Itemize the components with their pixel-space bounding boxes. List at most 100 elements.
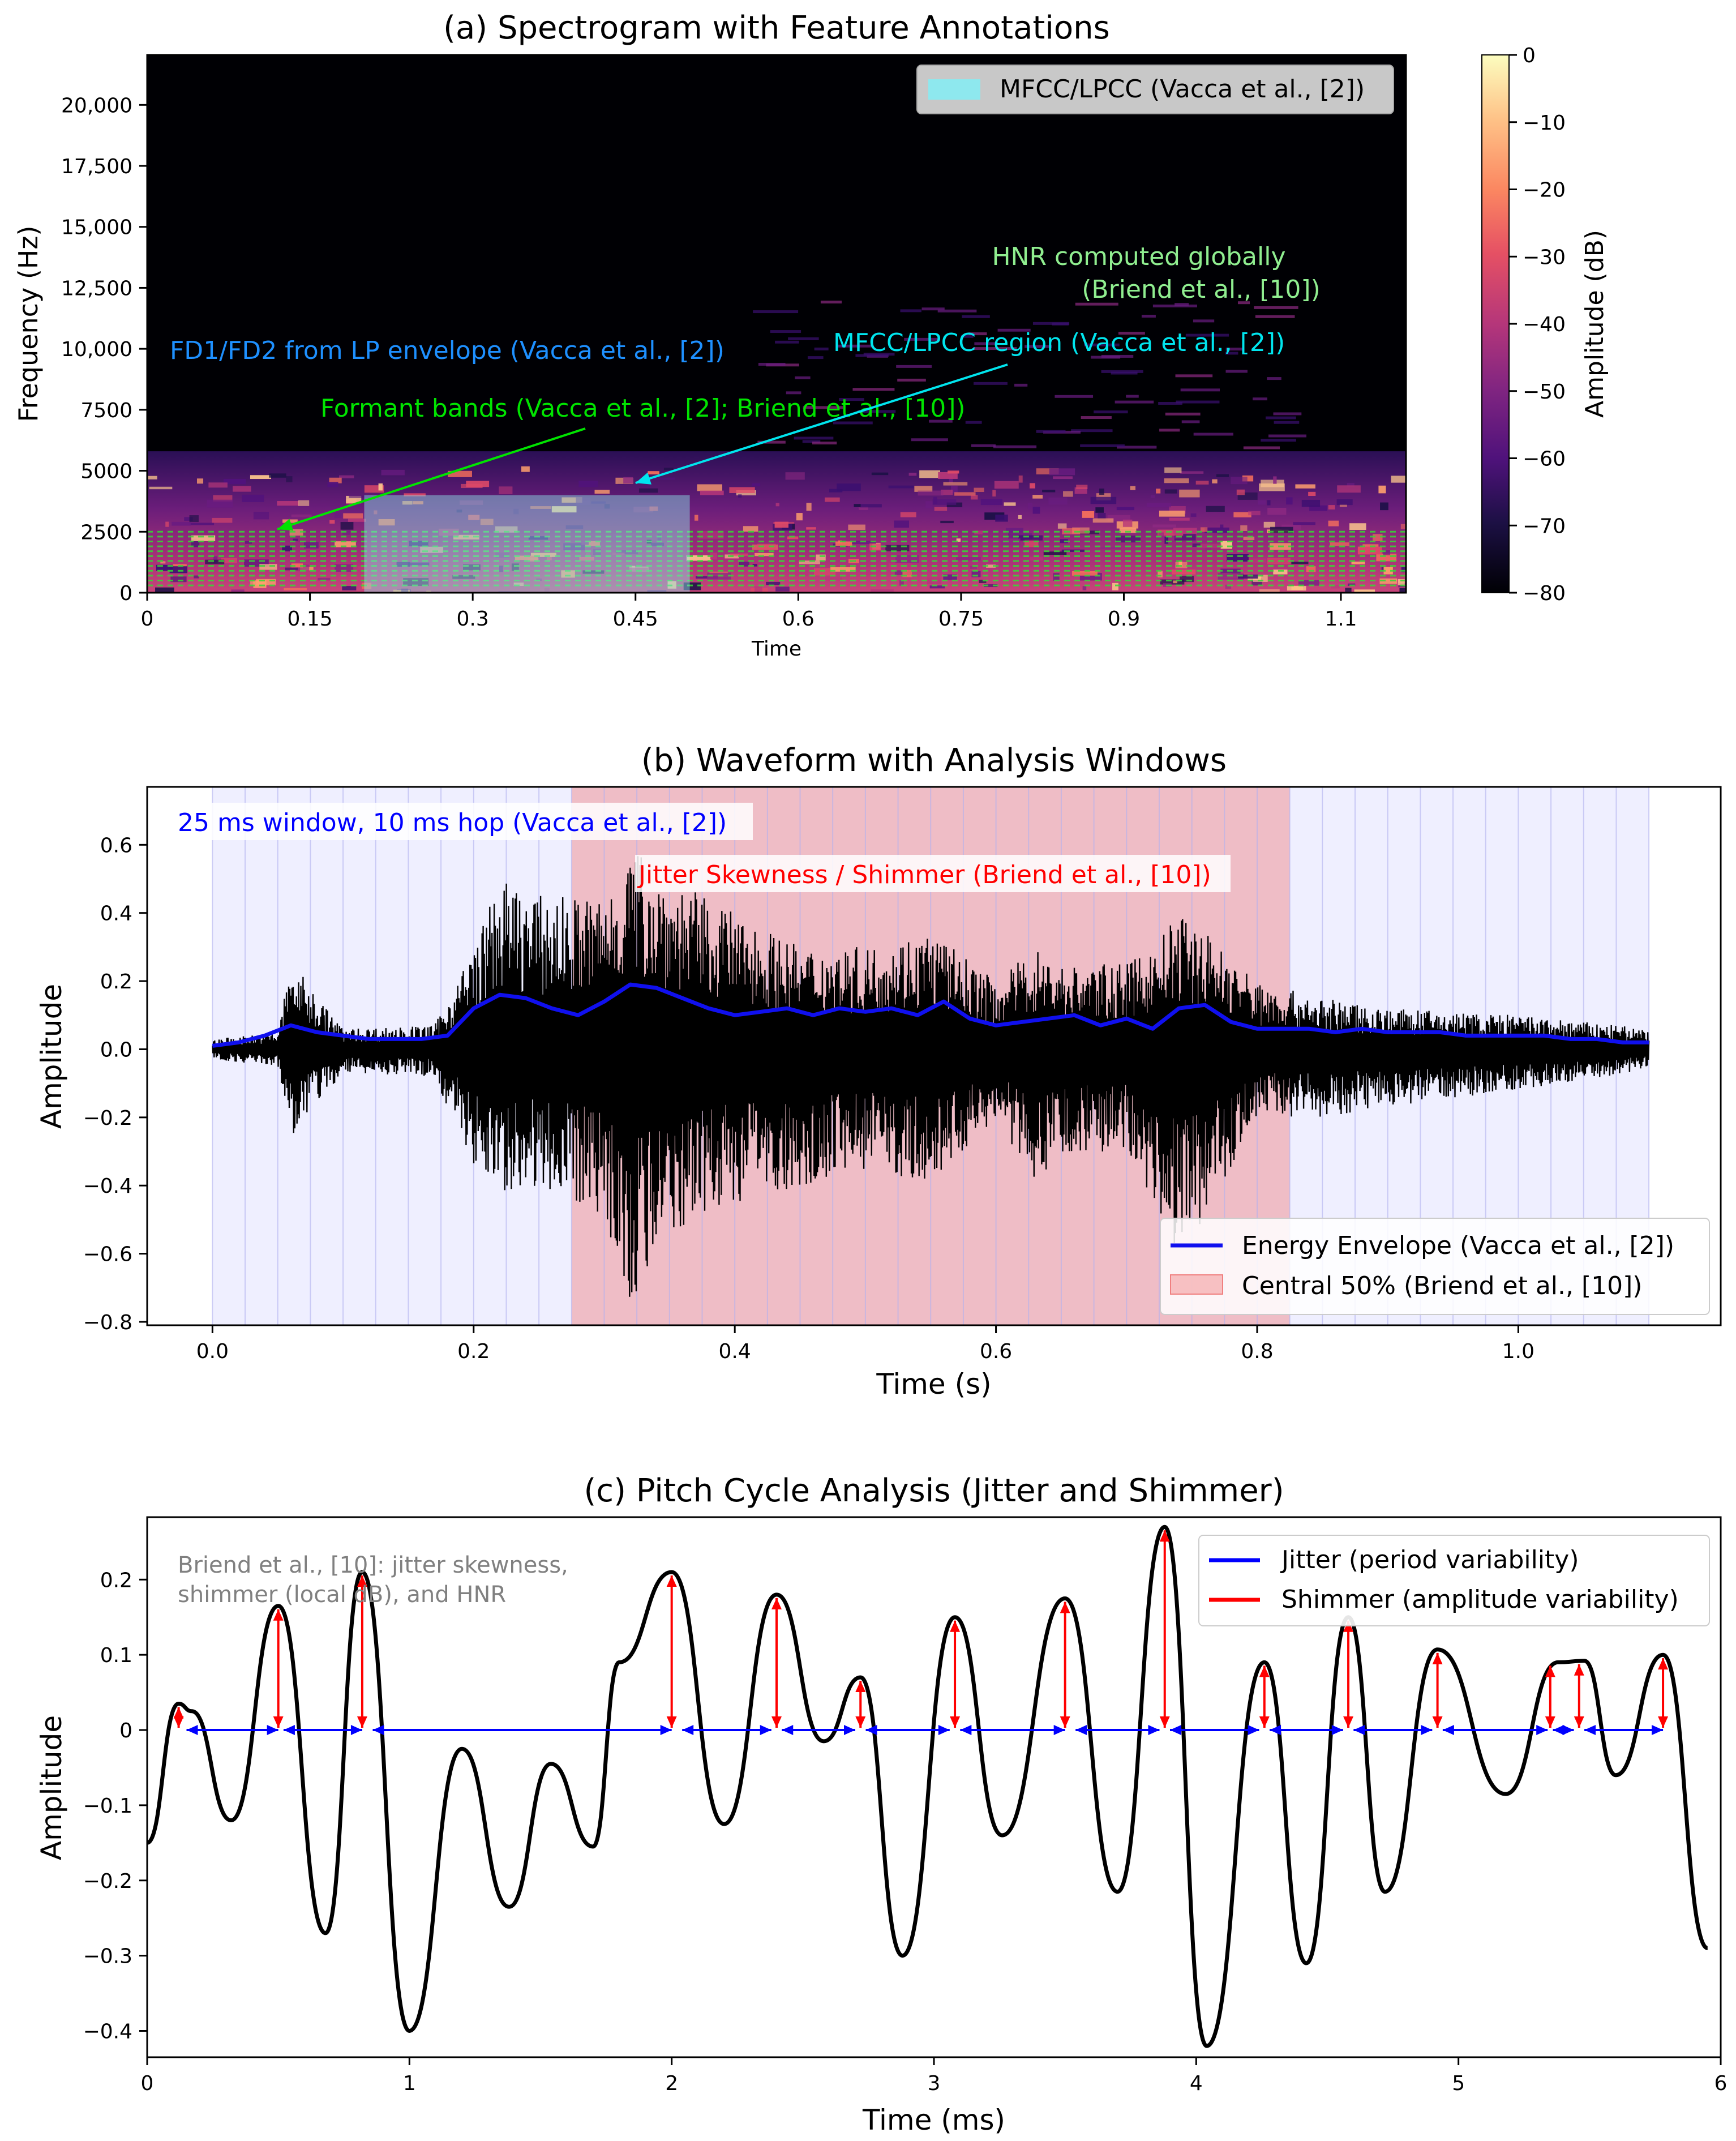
spectrogram-cell [1216, 474, 1229, 477]
jitter-period-arrows [186, 1725, 1664, 1736]
spectrogram-cell [1175, 303, 1189, 306]
spectrogram-cell [914, 486, 933, 492]
pitch-cycle-x-ticks: 0 1 2 3 4 5 6 [141, 2057, 1727, 2095]
x-tick-label: 0.6 [782, 607, 815, 631]
spectrogram-cell [738, 494, 742, 498]
spectrogram-cell [1018, 535, 1043, 541]
y-tick-label: −0.3 [83, 1945, 132, 1968]
waveform-panel: (b) Waveform with Analysis Windows 0.0 0.… [35, 742, 1722, 1401]
spectrogram-cell [929, 419, 953, 423]
x-tick-label: 2 [665, 2072, 678, 2095]
spectrogram-cell [896, 365, 932, 368]
spectrogram-cell [757, 543, 776, 550]
spectrogram-cell [816, 554, 826, 561]
spectrogram-cell [1036, 468, 1059, 475]
spectrogram-cell [1225, 370, 1248, 373]
spectrogram-cell [1062, 528, 1080, 534]
spectrogram-cell [1181, 420, 1200, 423]
spectrogram-cell [1061, 549, 1085, 552]
spectrogram-cell [245, 541, 252, 544]
spectrogram-cell [900, 309, 921, 312]
shimmer-arrow [173, 1707, 184, 1728]
spectrogram-cell [1100, 546, 1121, 550]
annotation-jitter-skewness-bg [635, 855, 1231, 892]
spectrogram-cell [1200, 527, 1208, 532]
spectrogram-cell [700, 490, 724, 495]
x-tick-label: 0.75 [938, 607, 984, 631]
spectrogram-cell [752, 483, 761, 487]
spectrogram-cell [929, 585, 945, 589]
spectrogram-cell [1082, 586, 1087, 590]
spectrogram-cell [852, 388, 895, 391]
shimmer-arrow [1658, 1658, 1669, 1728]
waveform-frame [146, 786, 1722, 1326]
spectrogram-cell [1179, 489, 1200, 498]
shimmer-arrow [666, 1575, 677, 1728]
spectrogram-cell [1101, 370, 1143, 373]
y-tick-label: 10,000 [61, 338, 132, 361]
spectrogram-cell [1301, 499, 1321, 507]
waveform-title: (b) Waveform with Analysis Windows [641, 742, 1227, 779]
spectrogram-cell [962, 315, 990, 318]
spectrogram-cell [1171, 569, 1196, 575]
y-tick-label: 0.6 [100, 834, 132, 857]
spectrogram-cell [710, 553, 717, 560]
spectrogram-cell [814, 347, 829, 350]
spectrogram-cell [1071, 429, 1113, 433]
shimmer-arrow [1432, 1652, 1443, 1728]
spectrogram-cell [285, 567, 298, 571]
spectrogram-cell [839, 398, 864, 401]
spectrogram-cell [1158, 529, 1184, 536]
spectrogram-cell [848, 524, 865, 530]
spectrogram-cell [836, 344, 872, 348]
spectrogram-cell [1118, 332, 1145, 335]
spectrogram-cell [1146, 503, 1171, 508]
spectrogram-cell [1164, 467, 1182, 473]
annotation-formant-bands: Formant bands (Vacca et al., [2]; Briend… [320, 394, 966, 423]
spectrogram-cell [334, 512, 342, 518]
spectrogram-cell [1092, 518, 1114, 523]
spectrogram-cell [1032, 322, 1070, 325]
y-tick-label: 0.1 [100, 1644, 132, 1667]
spectrogram-cell [495, 526, 518, 533]
spectrogram-cell [1117, 446, 1157, 449]
spectrogram-cell [1053, 476, 1073, 479]
spectrogram-cell [530, 506, 551, 509]
spectrogram-cell [796, 513, 803, 521]
spectrogram-cell [1261, 439, 1296, 442]
spectrogram-title: (a) Spectrogram with Feature Annotations [443, 10, 1110, 46]
spectrogram-cell [897, 378, 926, 382]
waveform-y-ticks: −0.8 −0.6 −0.4 −0.2 0.0 0.2 0.4 0.6 [83, 834, 147, 1334]
spectrogram-cell [196, 478, 204, 484]
spectrogram-cell [521, 466, 530, 472]
waveform-signal [212, 856, 1650, 1297]
spectrogram-cell [253, 511, 269, 520]
spectrogram-cell [191, 535, 216, 541]
spectrogram-cell [1193, 319, 1215, 323]
x-tick-label: 3 [928, 2072, 941, 2095]
spectrogram-cell [1190, 513, 1197, 517]
spectrogram-cell [812, 442, 837, 445]
spectrogram-cell [1242, 475, 1254, 482]
spectrogram-cell [184, 517, 193, 521]
spectrogram-cell [528, 536, 548, 540]
spectrogram-cell [970, 495, 978, 500]
spectrogram-cell [974, 342, 998, 345]
spectrogram-cell [1115, 400, 1154, 404]
y-tick-label: −0.1 [83, 1795, 132, 1818]
waveform-legend: Energy Envelope (Vacca et al., [2]) Cent… [1160, 1218, 1710, 1315]
spectrogram-cell [189, 523, 215, 525]
spectrogram-cell [420, 546, 444, 553]
spectrogram-cell [1378, 485, 1386, 494]
spectrogram-cell [563, 543, 585, 551]
spectrogram-cell [1259, 589, 1280, 593]
jitter-arrow [865, 1725, 950, 1736]
spectrogram-cell [1175, 374, 1213, 378]
spectrogram-cell [327, 482, 338, 487]
spectrogram-cell [1071, 571, 1098, 576]
waveform-x-label: Time (s) [876, 1368, 991, 1401]
jitter-arrow [1353, 1725, 1433, 1736]
spectrogram-cell [954, 492, 976, 496]
spectrogram-cell [1247, 558, 1266, 563]
spectrogram-cell [633, 507, 654, 513]
